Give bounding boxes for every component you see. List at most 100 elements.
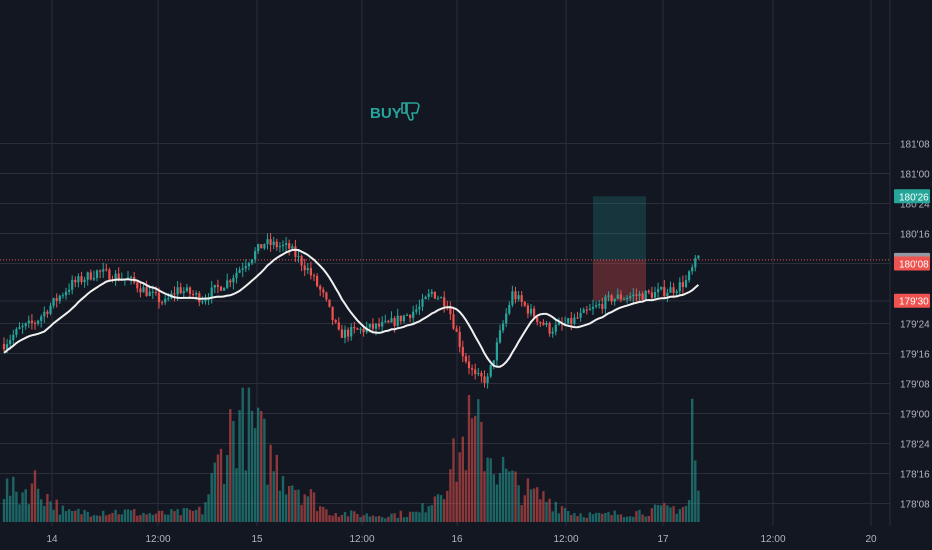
- volume-bar: [573, 513, 576, 522]
- position-box[interactable]: [593, 196, 646, 301]
- volume-bar: [18, 504, 21, 522]
- candle-body: [393, 318, 396, 326]
- volume-bar: [331, 515, 334, 522]
- candle-body: [61, 295, 64, 297]
- candle-body: [235, 272, 238, 278]
- volume-bar: [86, 511, 89, 522]
- stop-zone[interactable]: [593, 259, 646, 301]
- volume-bar: [405, 517, 409, 522]
- volume-bar: [272, 471, 275, 522]
- candle-body: [691, 267, 694, 272]
- candle-body: [523, 302, 526, 306]
- candle-body: [622, 298, 626, 300]
- candle-body: [536, 317, 539, 323]
- candle-body: [179, 287, 182, 294]
- candle-body: [455, 328, 458, 332]
- volume-bar: [232, 421, 235, 522]
- volume-bar: [563, 508, 567, 522]
- price-tick-label: 178'24: [900, 440, 930, 451]
- volume-bar: [61, 505, 65, 522]
- volume-bar: [343, 511, 347, 522]
- candle-body: [684, 280, 688, 288]
- volume-bar: [98, 515, 102, 522]
- volume-bar: [284, 494, 288, 522]
- candle-body: [223, 287, 226, 291]
- candle-body: [278, 246, 281, 248]
- candle-body: [529, 308, 533, 314]
- volume-bar: [213, 462, 216, 522]
- volume-bar: [229, 409, 232, 522]
- volume-bar: [188, 509, 192, 522]
- candle-body: [409, 314, 412, 318]
- volume-bar: [650, 508, 654, 522]
- volume-bar: [638, 509, 641, 522]
- candle-body: [694, 258, 697, 268]
- volume-bar: [616, 514, 619, 522]
- volume-bar: [567, 511, 570, 522]
- candle-body: [616, 294, 619, 299]
- candle-body: [334, 320, 337, 323]
- candle-body: [139, 288, 142, 293]
- volume-bar: [653, 504, 657, 522]
- volume-bar: [526, 478, 530, 522]
- profit-zone[interactable]: [593, 196, 646, 260]
- price-tick-label: 179'00: [900, 410, 930, 421]
- volume-bar: [114, 509, 117, 522]
- volume-bar: [278, 490, 282, 522]
- candlesticks: [2, 232, 700, 389]
- time-tick-label: 15: [251, 534, 263, 545]
- candle-body: [272, 241, 275, 245]
- candle-body: [653, 292, 657, 298]
- candle-body: [533, 308, 536, 318]
- candle-body: [325, 292, 328, 300]
- volume-bar: [396, 517, 399, 522]
- volume-bar: [297, 489, 300, 522]
- volume-bar: [622, 517, 626, 522]
- volume-bar: [133, 509, 136, 522]
- volume-bar: [30, 483, 34, 522]
- price-tick-label: 181'08: [900, 140, 930, 151]
- volume-bar: [244, 470, 247, 522]
- volume-bar: [511, 470, 514, 522]
- candle-body: [312, 275, 316, 277]
- volume-bar: [77, 508, 80, 522]
- volume-bar: [353, 511, 356, 522]
- volume-bar: [142, 512, 145, 522]
- candle-body: [173, 293, 176, 295]
- candle-body: [591, 306, 595, 309]
- candle-body: [505, 313, 508, 324]
- candle-body: [126, 277, 130, 279]
- volume-bar: [430, 505, 433, 522]
- candle-body: [309, 268, 312, 276]
- volume-bar: [170, 509, 173, 522]
- volume-bar: [281, 476, 285, 522]
- volume-bar: [356, 513, 359, 522]
- volume-bar: [604, 512, 607, 522]
- candle-body: [117, 273, 120, 280]
- candle-body: [64, 291, 68, 296]
- volume-bar: [136, 515, 139, 522]
- volume-bar: [501, 456, 505, 522]
- volume-bar: [594, 512, 598, 522]
- buy-signal[interactable]: BUY: [370, 102, 420, 122]
- volume-bar: [15, 491, 18, 522]
- price-marker-badge: [894, 189, 930, 204]
- candle-body: [570, 318, 573, 324]
- candle-body: [303, 265, 306, 271]
- candle-body: [297, 256, 300, 258]
- candle-body: [350, 326, 353, 337]
- volume-bar: [554, 501, 557, 522]
- candle-body: [390, 318, 393, 323]
- volume-bar: [365, 513, 368, 522]
- volume-bar: [598, 512, 601, 522]
- candle-body: [619, 294, 622, 300]
- volume-bar: [179, 515, 182, 522]
- time-axis[interactable]: 14 12:00 15 12:00 16 12:00 17 12:00 20: [46, 534, 877, 545]
- candle-body: [151, 291, 154, 293]
- candle-body: [660, 286, 663, 290]
- volume-bar: [148, 513, 151, 522]
- volume-bar: [108, 514, 111, 522]
- volume-bar: [691, 398, 694, 522]
- volume-bar: [80, 514, 83, 522]
